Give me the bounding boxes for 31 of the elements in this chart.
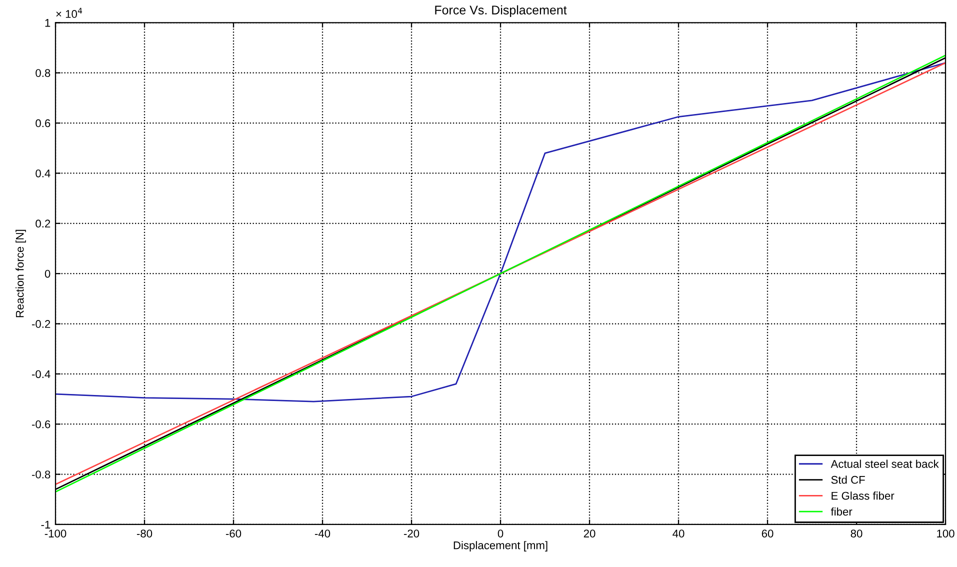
x-tick-label: -20 — [404, 530, 420, 538]
y-tick-label: 0.8 — [36, 69, 50, 77]
x-tick-label: 0 — [498, 530, 504, 538]
y-tick-label: 0.4 — [36, 169, 50, 178]
x-tick-label: 60 — [762, 530, 774, 538]
x-tick-label: 100 — [937, 530, 954, 538]
x-tick-label: -80 — [136, 530, 152, 538]
y-tick-label: -0.2 — [32, 320, 50, 328]
y-tick-label: 0 — [44, 270, 50, 278]
y-tick-label: 1 — [45, 19, 50, 27]
y-tick-label: 0.6 — [36, 119, 50, 128]
y-tick-label: -0.8 — [32, 470, 50, 478]
legend-label: Std CF — [831, 476, 865, 484]
x-axis-title: Displacement [mm] — [454, 541, 548, 552]
y-tick-label: -1 — [41, 520, 50, 528]
x-tick-label: 80 — [850, 530, 862, 538]
y-tick-label: -0.4 — [32, 370, 50, 378]
y-axis-title: Reaction force [N] — [16, 230, 26, 318]
legend-label: Actual steel seat back — [830, 460, 939, 468]
legend-label: fiber — [830, 507, 852, 516]
x-tick-label: 40 — [672, 530, 684, 538]
x-tick-label: -60 — [226, 530, 242, 538]
legend-label: E Glass fiber — [832, 492, 894, 500]
x-tick-label: 20 — [584, 530, 596, 538]
line-series — [56, 62, 946, 402]
y-tick-label: -0.6 — [32, 420, 50, 428]
chart-title: Force Vs. Displacement — [435, 5, 567, 17]
x-tick-label: -100 — [44, 530, 66, 538]
x-tick-label: -40 — [314, 530, 330, 538]
text: × 10$^{4}$ — [56, 8, 82, 18]
y-tick-label: 0.2 — [36, 220, 50, 228]
